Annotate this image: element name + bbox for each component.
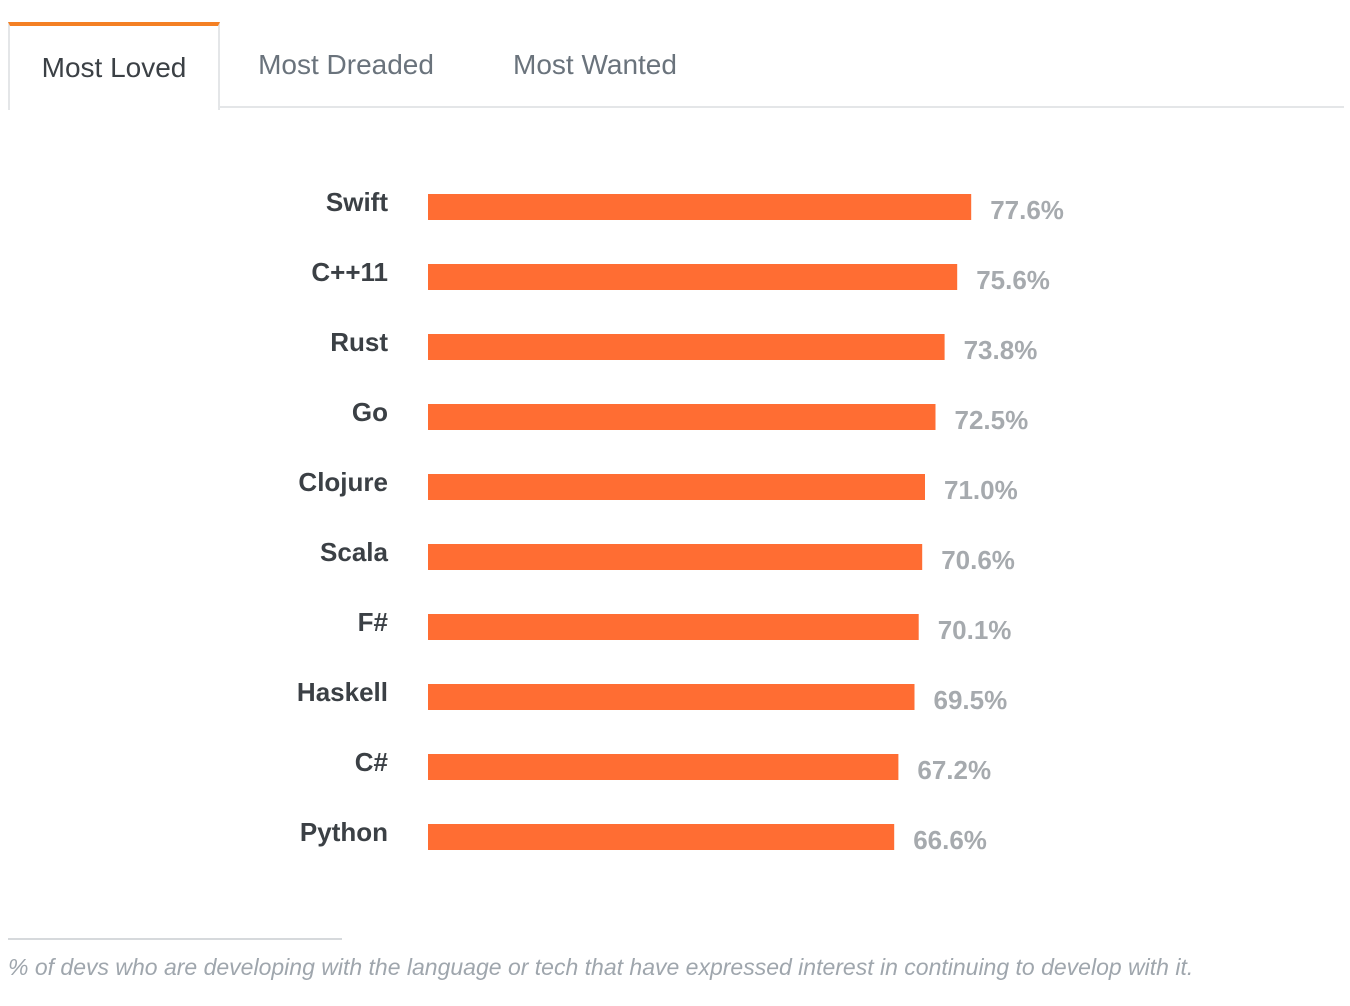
category-label: Haskell — [297, 677, 388, 707]
value-label: 70.1% — [938, 615, 1012, 645]
category-label: C# — [355, 747, 389, 777]
bar — [428, 684, 915, 710]
bar — [428, 404, 936, 430]
tab-most-wanted[interactable]: Most Wanted — [513, 49, 677, 80]
bar — [428, 334, 945, 360]
category-label: Scala — [320, 537, 388, 567]
tab-most-dreaded[interactable]: Most Dreaded — [258, 49, 434, 80]
footnote-divider — [8, 938, 342, 940]
value-label: 67.2% — [917, 755, 991, 785]
bar — [428, 194, 972, 220]
category-label: Python — [300, 817, 388, 847]
bar — [428, 264, 958, 290]
tab-bar: Most Loved Most Dreaded Most Wanted — [8, 22, 1344, 110]
category-label: Clojure — [298, 467, 388, 497]
value-label: 73.8% — [964, 335, 1038, 365]
value-label: 77.6% — [990, 195, 1064, 225]
value-label: 66.6% — [913, 825, 987, 855]
category-label: Go — [352, 397, 388, 427]
value-label: 70.6% — [941, 545, 1015, 575]
tab-most-loved[interactable]: Most Loved — [8, 22, 220, 110]
bar — [428, 544, 923, 570]
bar — [428, 474, 925, 500]
category-label: Swift — [326, 187, 388, 217]
value-label: 71.0% — [944, 475, 1018, 505]
value-label: 69.5% — [934, 685, 1008, 715]
footnote: % of devs who are developing with the la… — [8, 954, 1194, 980]
bar — [428, 824, 895, 850]
bar — [428, 754, 899, 780]
bar-chart: Swift 77.6% C++11 75.6% Rust 73.8% Go 72.5% Cloj… — [297, 187, 1064, 855]
category-label: Rust — [330, 327, 388, 357]
category-label: C++11 — [311, 257, 388, 287]
value-label: 72.5% — [955, 405, 1029, 435]
bar — [428, 614, 919, 640]
category-label: F# — [358, 607, 389, 637]
value-label: 75.6% — [976, 265, 1050, 295]
